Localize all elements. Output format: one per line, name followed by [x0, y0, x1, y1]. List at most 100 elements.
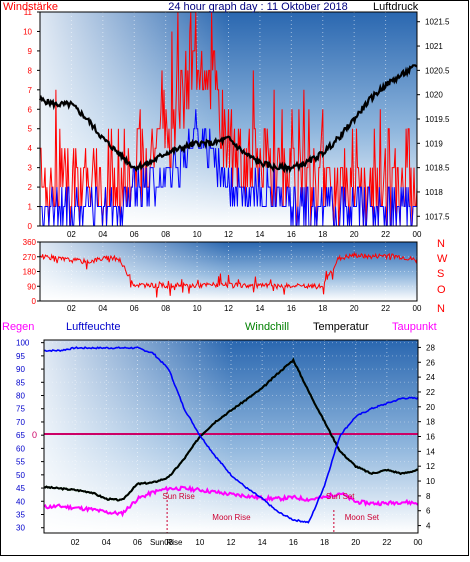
legend-humidity: Luftfeuchte — [66, 321, 120, 333]
top-x-tick-label: 16 — [287, 230, 296, 239]
top-x-tick-label: 06 — [130, 230, 139, 239]
humidity-tick-label: 60 — [16, 444, 25, 453]
temperature-tick-label: 6 — [426, 507, 431, 516]
humidity-tick-label: 100 — [16, 339, 30, 348]
top-x-tick-label: 22 — [381, 230, 390, 239]
temperature-humidity-panel: Regen Luftfeuchte Windchill Temperatur T… — [2, 321, 437, 547]
humidity-ticks: 30 35 40 45 50 55 60 65 70 75 80 85 90 95 100 — [16, 339, 44, 533]
astro-events: Sun Rise Moon Rise Sun Set Moon Set Sun Rise — [150, 492, 380, 547]
mid-x-tick-label: 06 — [130, 304, 139, 313]
compass-label: W — [437, 253, 448, 265]
wind-tick-label: 3 — [28, 164, 33, 173]
pressure-ticks: 1017.5 1018 1018.5 1019 1019.5 1020 1020.5 1021… — [417, 18, 450, 221]
humidity-tick-label: 80 — [16, 392, 25, 401]
temperature-tick-label: 16 — [426, 433, 435, 442]
wind-tick-label: 11 — [24, 8, 33, 17]
bottom-x-tick-label: 18 — [320, 538, 329, 547]
temperature-tick-label: 8 — [426, 492, 431, 501]
bottom-grid — [44, 340, 418, 533]
temperature-tick-label: 4 — [426, 522, 431, 531]
mid-x-tick-label: 00 — [413, 304, 422, 313]
wind-tick-label: 1 — [28, 203, 33, 212]
compass-label: N — [437, 238, 445, 250]
bottom-x-tick-label: 12 — [227, 538, 236, 547]
wind-tick-label: 6 — [28, 105, 33, 114]
direction-tick-label: 270 — [23, 253, 37, 262]
pressure-tick-label: 1019 — [425, 139, 443, 148]
wind-tick-label: 0 — [28, 222, 33, 231]
bottom-x-tick-label: 22 — [382, 538, 391, 547]
mid-x-tick-label: 20 — [350, 304, 359, 313]
humidity-tick-label: 95 — [16, 352, 25, 361]
sunrise-time-label: Sun Rise — [150, 538, 183, 547]
bottom-x-tick-label: 20 — [351, 538, 360, 547]
legend-temperature: Temperatur — [313, 321, 369, 333]
wind-axis-label: Windstärke — [3, 1, 58, 13]
wind-tick-label: 7 — [28, 86, 33, 95]
humidity-tick-label: 30 — [16, 524, 25, 533]
direction-tick-label: 0 — [32, 297, 37, 306]
wind-tick-label: 4 — [28, 144, 33, 153]
legend-windchill: Windchill — [245, 321, 289, 333]
mid-x-tick-label: 10 — [193, 304, 202, 313]
pressure-line — [38, 64, 418, 175]
direction-ticks: 0 90 180 270 360 — [23, 238, 40, 306]
temperature-tick-label: 20 — [426, 403, 435, 412]
bottom-x-tick-label: 16 — [289, 538, 298, 547]
chart-title: 24 hour graph day : 11 Oktober 2018 — [168, 1, 348, 13]
pressure-series — [38, 64, 418, 175]
compass-label: S — [437, 268, 444, 280]
compass-label: N — [437, 303, 445, 315]
mid-x-tick-label: 14 — [255, 304, 264, 313]
rain-zero-label: 0 — [32, 430, 37, 440]
mid-x-tick-label: 22 — [381, 304, 390, 313]
wind-direction-line — [39, 251, 418, 298]
bottom-x-ticks: 02 04 06 08 10 12 14 16 18 20 22 00 — [71, 538, 423, 547]
wind-pressure-panel: Windstärke 24 hour graph day : 11 Oktobe… — [3, 1, 450, 239]
humidity-tick-label: 50 — [16, 471, 25, 480]
temperature-tick-label: 26 — [426, 358, 435, 367]
direction-tick-label: 90 — [27, 282, 36, 291]
wind-tick-label: 5 — [28, 125, 33, 134]
humidity-line — [43, 346, 419, 524]
humidity-tick-label: 70 — [16, 418, 25, 427]
mid-grid — [40, 242, 417, 301]
mid-x-ticks: 02 04 06 08 10 12 14 16 18 20 22 00 — [67, 304, 422, 313]
mid-x-tick-label: 02 — [67, 304, 76, 313]
mid-x-tick-label: 12 — [224, 304, 233, 313]
bottom-x-tick-label: 00 — [414, 538, 423, 547]
pressure-tick-label: 1020 — [425, 91, 443, 100]
bottom-x-tick-label: 08 — [164, 538, 173, 547]
humidity-tick-label: 85 — [16, 378, 25, 387]
temperature-tick-label: 14 — [426, 447, 435, 456]
sunset-label: Sun Set — [326, 492, 355, 501]
compass-label: O — [437, 284, 446, 296]
humidity-tick-label: 35 — [16, 510, 25, 519]
bottom-series — [43, 346, 419, 524]
mid-x-tick-label: 18 — [318, 304, 327, 313]
pressure-axis-label: Luftdruck — [373, 1, 419, 13]
wind-tick-label: 9 — [28, 47, 33, 56]
top-x-tick-label: 08 — [161, 230, 170, 239]
top-x-tick-label: 10 — [193, 230, 202, 239]
temperature-tick-label: 18 — [426, 418, 435, 427]
wind-tick-label: 2 — [28, 183, 33, 192]
moonrise-label: Moon Rise — [212, 513, 251, 522]
mid-x-tick-label: 04 — [98, 304, 107, 313]
humidity-tick-label: 75 — [16, 405, 25, 414]
temperature-tick-label: 10 — [426, 477, 435, 486]
pressure-tick-label: 1018 — [425, 188, 443, 197]
temperature-tick-label: 24 — [426, 373, 435, 382]
moonset-label: Moon Set — [345, 513, 380, 522]
direction-series — [39, 251, 418, 298]
temperature-line — [43, 357, 419, 502]
top-x-tick-label: 12 — [224, 230, 233, 239]
mid-x-tick-label: 16 — [287, 304, 296, 313]
temperature-tick-label: 28 — [426, 343, 435, 352]
temperature-ticks: 4 6 8 10 12 14 16 18 20 22 24 26 28 — [418, 343, 435, 531]
direction-tick-label: 360 — [23, 238, 37, 247]
bottom-x-tick-label: 10 — [195, 538, 204, 547]
top-x-tick-label: 20 — [350, 230, 359, 239]
top-x-tick-label: 02 — [67, 230, 76, 239]
